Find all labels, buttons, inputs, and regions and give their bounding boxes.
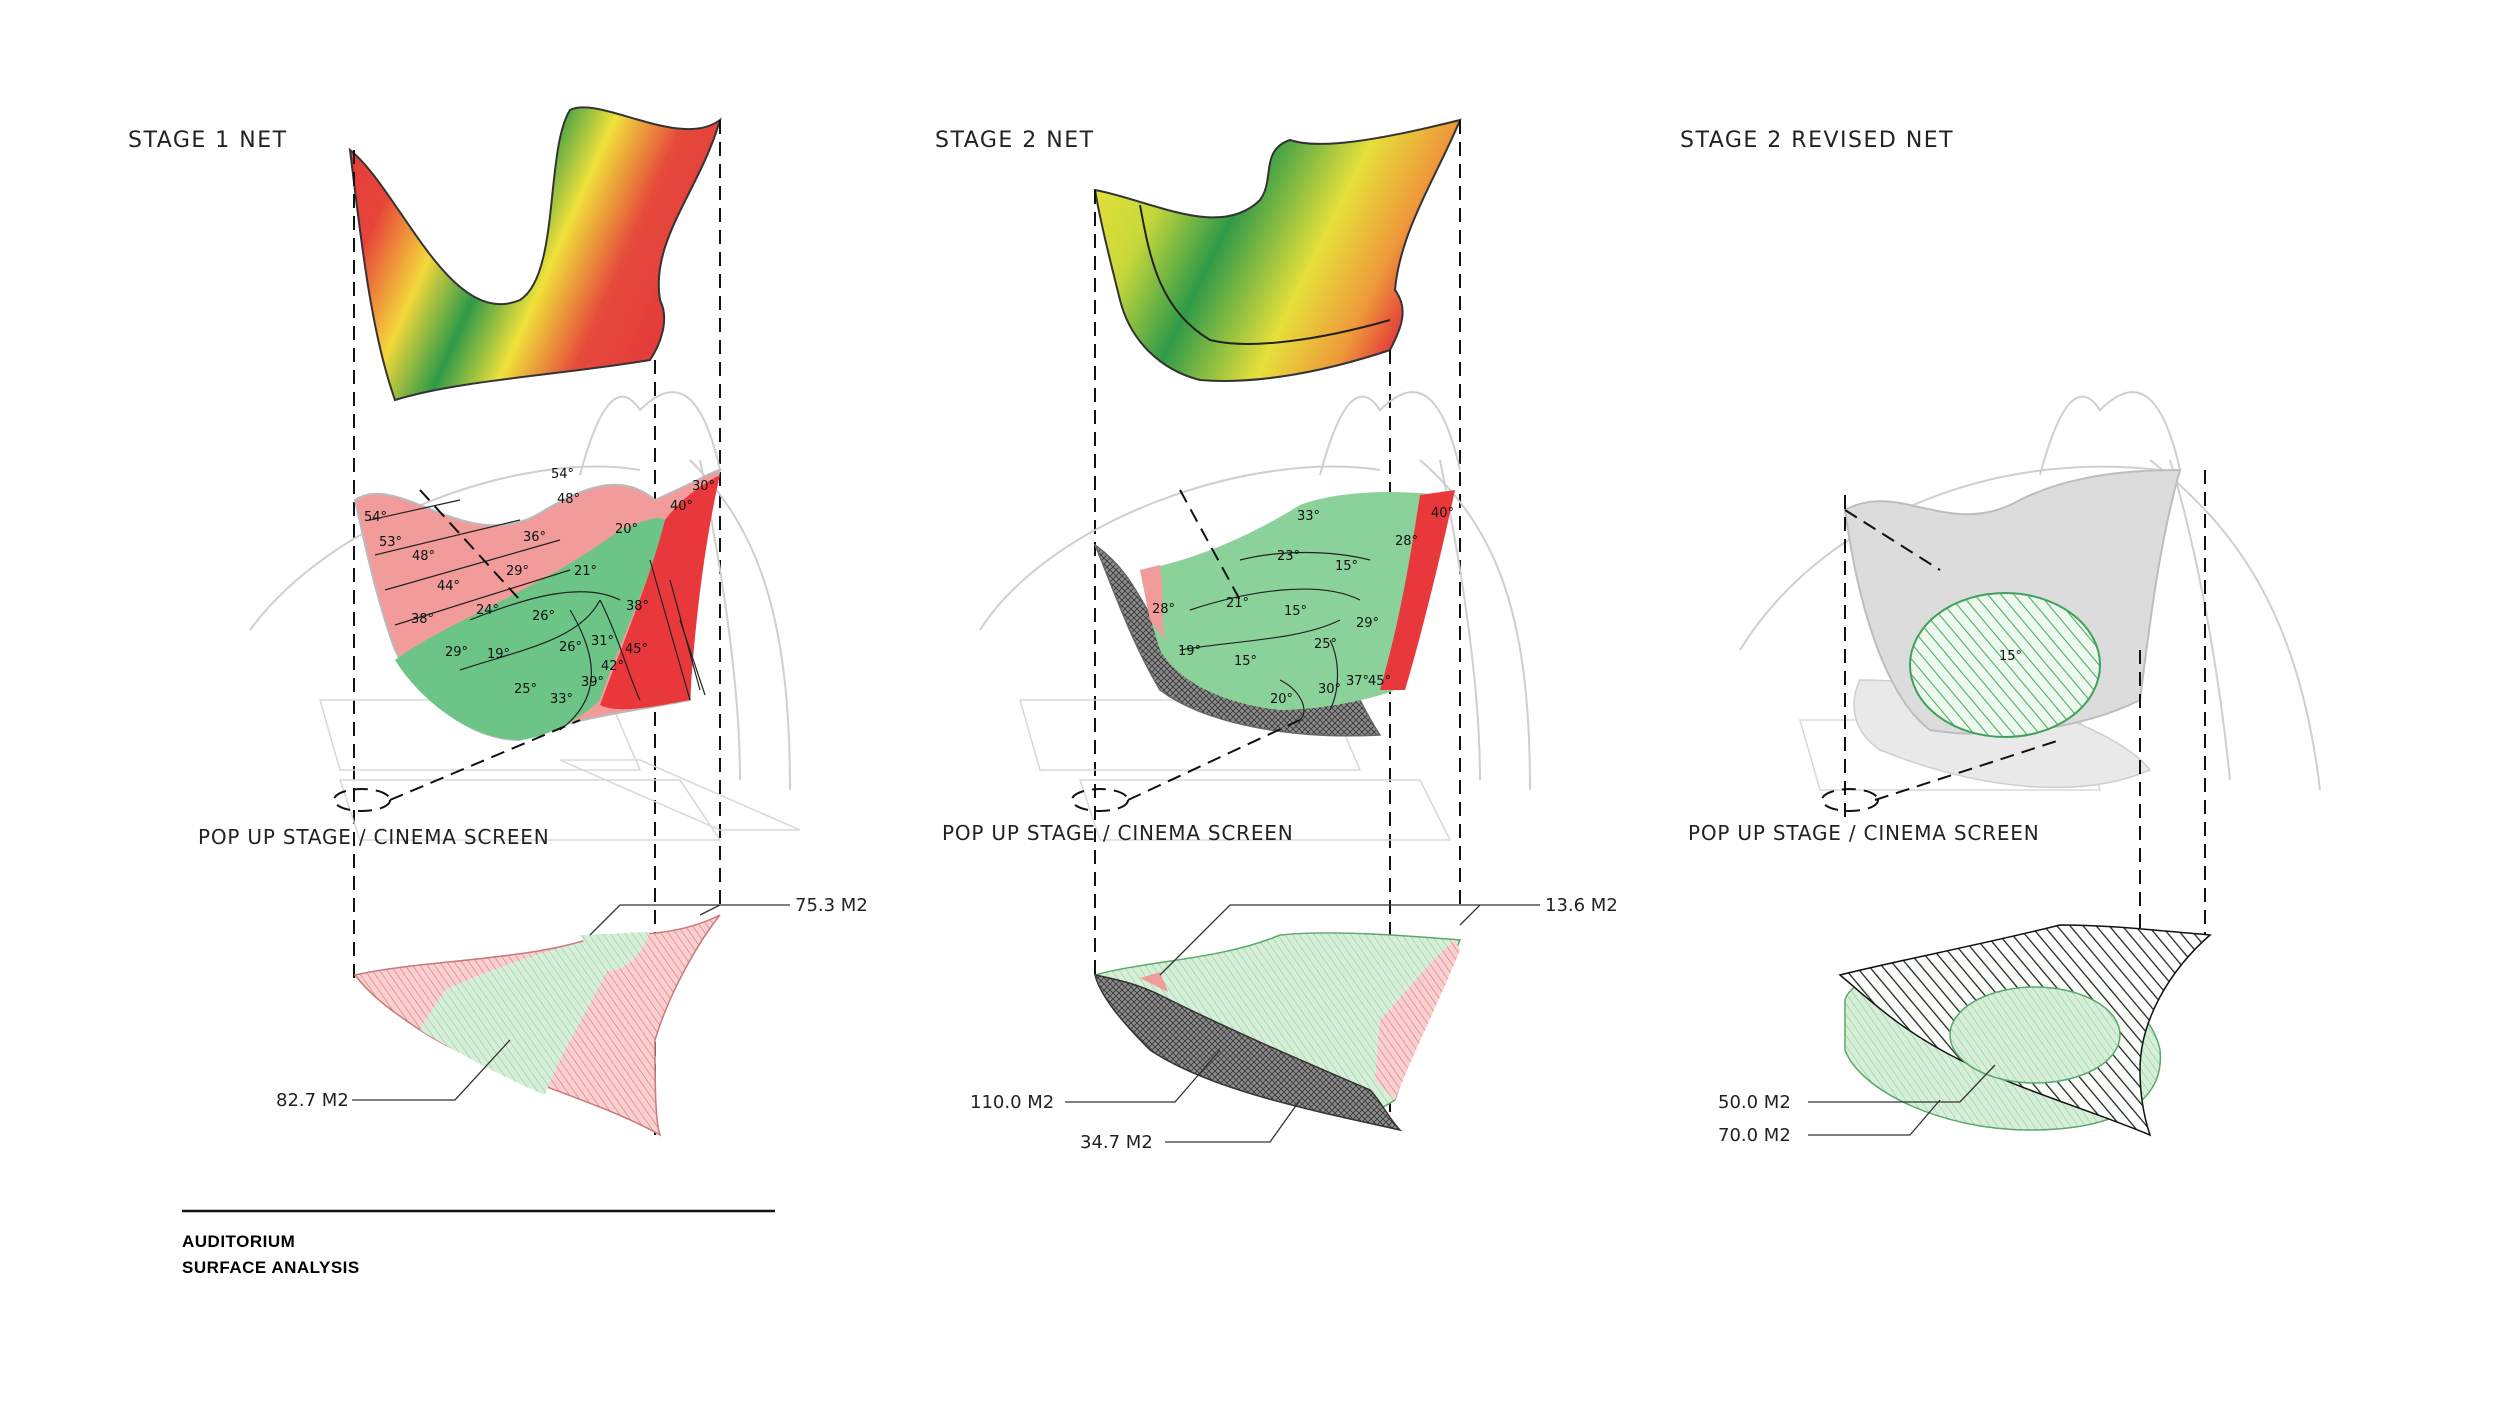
stage-1-title: STAGE 1 NET	[128, 128, 288, 153]
stage-1-stage-diagonal	[389, 719, 581, 801]
svg-text:54°: 54°	[551, 467, 574, 482]
svg-text:20°: 20°	[1270, 692, 1293, 707]
stage-3-stage-marker	[1821, 788, 1879, 812]
stage-3-area-black: 70.0 M2	[1718, 1125, 1791, 1146]
svg-text:28°: 28°	[1395, 534, 1418, 549]
svg-text:38°: 38°	[411, 612, 434, 627]
svg-text:40°: 40°	[1431, 506, 1454, 521]
stage-3-title: STAGE 2 REVISED NET	[1680, 128, 1954, 153]
stage-2-flat-net-pink-left	[1140, 972, 1168, 992]
svg-text:28°: 28°	[1152, 602, 1175, 617]
stage-1-area-red: 75.3 M2	[795, 895, 868, 916]
svg-text:30°: 30°	[1318, 682, 1341, 697]
svg-text:21°: 21°	[1226, 596, 1249, 611]
svg-text:29°: 29°	[1356, 616, 1379, 631]
stage-1-stage-label: POP UP STAGE / CINEMA SCREEN	[198, 825, 550, 849]
stage-2-gradient-net	[1093, 118, 1462, 382]
svg-text:15°: 15°	[1284, 604, 1307, 619]
svg-text:42°: 42°	[601, 659, 624, 674]
stage-1-flat-net-green-top	[580, 932, 650, 971]
column-stage-2: STAGE 2 NET 33° 23° 15° 28° 21°	[935, 118, 1618, 1153]
svg-text:45°: 45°	[625, 642, 648, 657]
stage-2-angle-surface-red	[1380, 490, 1455, 690]
column-stage-1: STAGE 1 NET 54° 48° 36°	[128, 106, 868, 1137]
svg-text:53°: 53°	[379, 535, 402, 550]
svg-text:21°: 21°	[574, 564, 597, 579]
caption-line-1: AUDITORIUM	[182, 1232, 295, 1251]
stage-3-angle-label: 15°	[1999, 649, 2022, 664]
svg-text:48°: 48°	[412, 549, 435, 564]
svg-text:33°: 33°	[550, 692, 573, 707]
stage-2-area-red: 13.6 M2	[1545, 895, 1618, 916]
stage-3-stage-label: POP UP STAGE / CINEMA SCREEN	[1688, 821, 2040, 845]
caption-line-2: SURFACE ANALYSIS	[182, 1258, 360, 1277]
stage-2-stage-marker	[1071, 788, 1129, 812]
stage-2-title: STAGE 2 NET	[935, 128, 1095, 153]
svg-text:37°: 37°	[1346, 674, 1369, 689]
svg-text:31°: 31°	[591, 634, 614, 649]
svg-text:29°: 29°	[506, 564, 529, 579]
stage-1-stage-marker	[333, 788, 391, 812]
svg-text:39°: 39°	[581, 675, 604, 690]
stage-2-flat-net-dark	[1093, 974, 1403, 1132]
svg-text:33°: 33°	[1297, 509, 1320, 524]
svg-text:54°: 54°	[364, 510, 387, 525]
stage-1-angle-surface-green	[395, 518, 665, 740]
svg-text:29°: 29°	[445, 645, 468, 660]
stage-3-area-green: 50.0 M2	[1718, 1092, 1791, 1113]
stage-3-flat-inner-ellipse	[1949, 986, 2121, 1084]
svg-text:15°: 15°	[1335, 559, 1358, 574]
svg-text:36°: 36°	[523, 530, 546, 545]
stage-2-angle-surface-pink	[1140, 565, 1165, 640]
column-stage-2-revised: STAGE 2 REVISED NET 15° POP UP STAGE / C…	[1680, 128, 2321, 1146]
svg-text:45°: 45°	[1368, 674, 1391, 689]
svg-text:44°: 44°	[437, 579, 460, 594]
stage-1-gradient-net	[348, 106, 722, 402]
svg-text:25°: 25°	[514, 682, 537, 697]
stage-2-angle-surface-green	[1140, 492, 1440, 710]
svg-text:26°: 26°	[559, 640, 582, 655]
svg-text:24°: 24°	[476, 603, 499, 618]
svg-text:19°: 19°	[487, 647, 510, 662]
stage-3-hatched-ellipse	[1909, 592, 2101, 738]
svg-text:19°: 19°	[1178, 644, 1201, 659]
stage-2-net-inner-outline	[1139, 204, 1391, 345]
stage-1-angle-labels: 54° 48° 36° 20° 54° 53° 48° 44° 29° 21° …	[364, 467, 715, 707]
svg-text:40°: 40°	[670, 499, 693, 514]
stage-2-area-green: 110.0 M2	[970, 1092, 1054, 1113]
stage-2-flat-net-pink-right	[1375, 940, 1460, 1100]
svg-text:38°: 38°	[626, 599, 649, 614]
svg-text:20°: 20°	[615, 522, 638, 537]
svg-text:15°: 15°	[1234, 654, 1257, 669]
svg-text:23°: 23°	[1277, 549, 1300, 564]
stage-1-flat-net-green	[420, 935, 620, 1095]
stage-2-area-dark: 34.7 M2	[1080, 1132, 1153, 1153]
stage-1-area-green: 82.7 M2	[276, 1090, 349, 1111]
svg-text:30°: 30°	[692, 479, 715, 494]
svg-text:48°: 48°	[557, 492, 580, 507]
stage-2-angle-labels: 33° 23° 15° 28° 21° 15° 29° 19° 15° 25° …	[1152, 506, 1454, 707]
stage-2-stage-label: POP UP STAGE / CINEMA SCREEN	[942, 821, 1294, 845]
svg-text:26°: 26°	[532, 609, 555, 624]
svg-text:25°: 25°	[1314, 637, 1337, 652]
